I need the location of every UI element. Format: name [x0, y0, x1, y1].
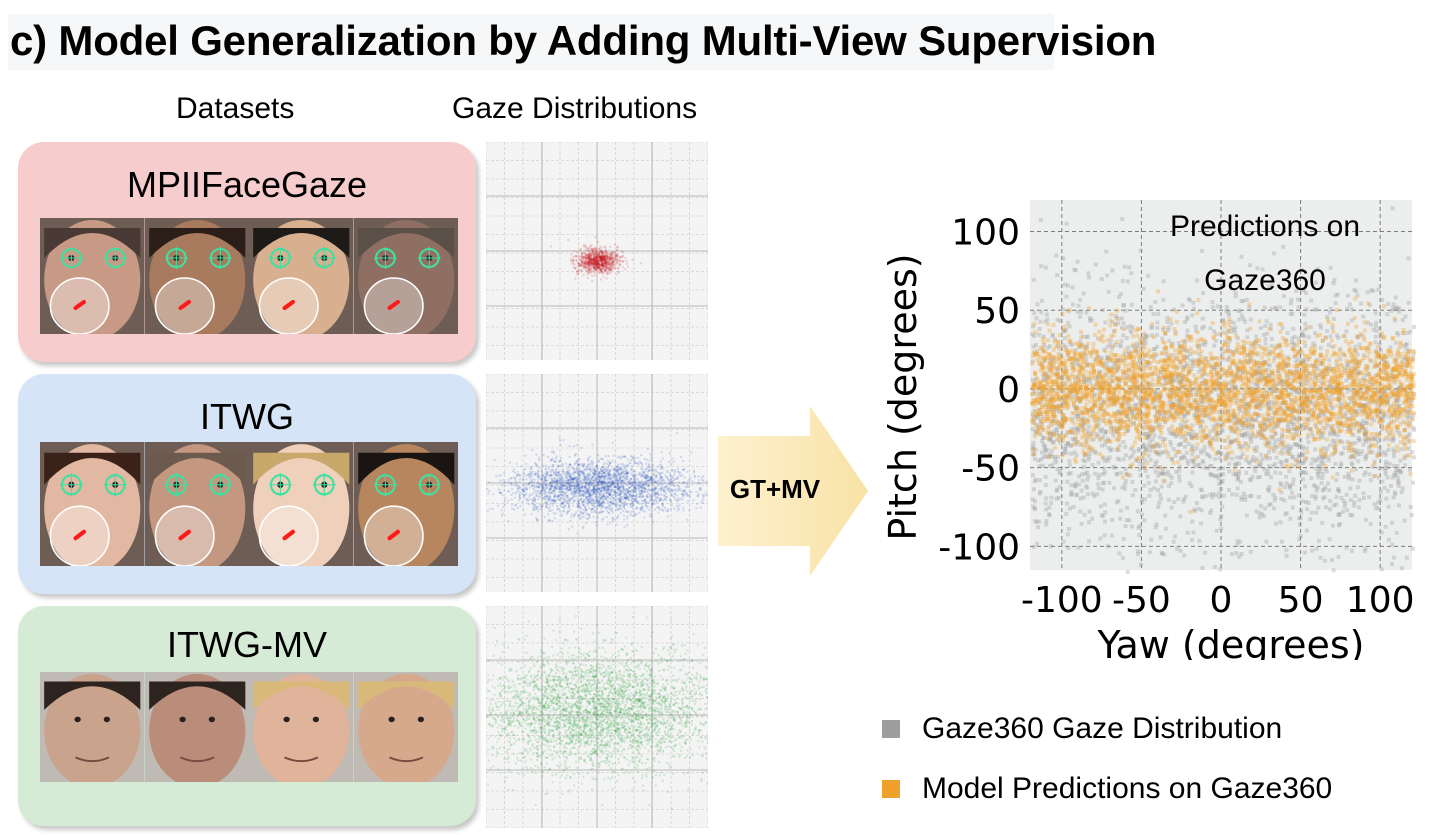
legend-label: Gaze360 Gaze Distribution — [922, 712, 1283, 745]
y-tick-label: -50 — [961, 449, 1020, 490]
legend-swatch-orange — [882, 780, 900, 798]
dataset-panel-itwg-mv: ITWG-MV — [18, 606, 476, 826]
series-gaze360 — [1030, 206, 1416, 574]
dataset-name: MPIIFaceGaze — [126, 164, 368, 205]
gaze-distribution-mpiifacegaze — [486, 142, 708, 360]
face-thumbnail — [353, 672, 458, 782]
face-thumbnail — [40, 218, 145, 334]
legend-item-gaze360: Gaze360 Gaze Distribution — [882, 712, 1282, 746]
dataset-name: ITWG — [200, 396, 294, 437]
face-thumbnail — [40, 442, 145, 566]
y-axis-label: Pitch (degrees) — [881, 253, 925, 540]
face-thumbnail — [353, 442, 458, 566]
chart-title: Predictions on — [1170, 210, 1360, 243]
x-tick-label: -100 — [1021, 580, 1103, 621]
dataset-name: ITWG-MV — [167, 624, 327, 665]
x-axis-label: Yaw (degrees) — [1096, 623, 1364, 660]
legend-item-predictions: Model Predictions on Gaze360 — [882, 772, 1332, 806]
face-thumbnail — [249, 442, 354, 566]
chart-title-line2: Gaze360 — [1204, 264, 1326, 297]
dataset-panel-itwg: ITWG — [18, 374, 476, 594]
y-tick-label: 50 — [974, 291, 1020, 332]
legend-swatch-gray — [882, 720, 900, 738]
x-tick-label: 100 — [1346, 580, 1415, 621]
face-images — [40, 218, 458, 334]
face-thumbnail — [40, 672, 145, 782]
title-background — [8, 14, 1054, 70]
gaze-distribution-itwg — [486, 374, 708, 592]
face-thumbnail — [144, 218, 249, 334]
legend-label: Model Predictions on Gaze360 — [922, 772, 1333, 805]
face-thumbnail — [249, 672, 354, 782]
y-tick-label: -100 — [938, 527, 1020, 568]
x-tick-label: -50 — [1112, 580, 1171, 621]
distributions-header: Gaze Distributions — [452, 92, 698, 125]
series-predictions — [1030, 289, 1416, 514]
dataset-panel-mpiifacegaze: MPIIFaceGaze — [18, 142, 476, 362]
face-images — [40, 672, 458, 782]
x-tick-label: 50 — [1278, 580, 1324, 621]
y-tick-label: 100 — [951, 212, 1020, 253]
face-images — [40, 442, 458, 566]
figure-title: c) Model Generalization by Adding Multi-… — [10, 17, 1157, 64]
face-thumbnail — [353, 218, 458, 334]
arrow-label: GT+MV — [729, 474, 821, 504]
x-tick-label: 0 — [1210, 580, 1233, 621]
face-thumbnail — [144, 442, 249, 566]
datasets-header: Datasets — [176, 92, 295, 125]
y-tick-label: 0 — [997, 370, 1020, 411]
face-thumbnail — [249, 218, 354, 334]
transfer-arrow — [718, 406, 868, 576]
face-thumbnail — [144, 672, 249, 782]
gaze-distribution-itwg-mv — [486, 606, 708, 828]
